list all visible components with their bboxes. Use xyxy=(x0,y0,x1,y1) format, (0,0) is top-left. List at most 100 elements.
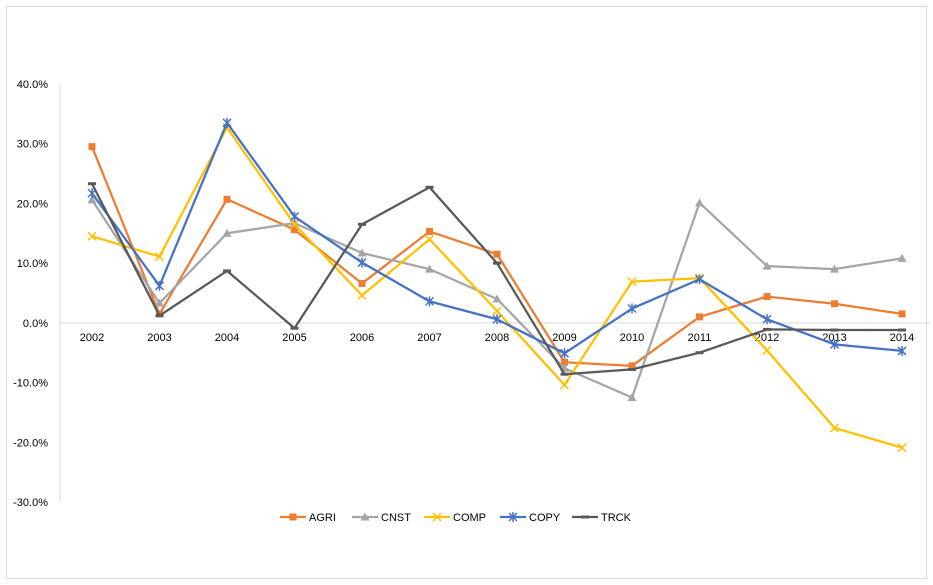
data-point xyxy=(763,327,771,331)
data-point xyxy=(87,231,97,241)
x-tick-label: 2008 xyxy=(485,332,509,344)
data-point xyxy=(492,306,502,316)
data-point xyxy=(223,269,231,273)
data-point xyxy=(88,182,96,186)
data-point xyxy=(357,248,367,257)
series-trck xyxy=(88,182,906,376)
x-tick-label: 2007 xyxy=(417,332,441,344)
data-point xyxy=(762,345,772,355)
axes xyxy=(59,84,930,502)
legend: AGRI CNST COMP COPY TRCK xyxy=(280,512,632,524)
data-point xyxy=(492,314,502,325)
data-point xyxy=(897,253,907,262)
data-point xyxy=(898,310,906,318)
data-point xyxy=(831,300,838,308)
data-point xyxy=(559,348,570,359)
data-point xyxy=(763,293,771,301)
data-point xyxy=(432,512,442,522)
data-point xyxy=(696,313,703,321)
data-point xyxy=(360,512,370,521)
data-point xyxy=(695,198,704,207)
data-point xyxy=(560,372,569,376)
legend-item-trck: TRCK xyxy=(572,512,632,524)
data-point xyxy=(155,314,164,318)
x-tick-label: 2004 xyxy=(215,332,239,344)
data-point xyxy=(88,143,96,151)
data-point xyxy=(898,328,906,332)
legend-label: CNST xyxy=(381,512,411,524)
data-point xyxy=(425,264,434,273)
data-point xyxy=(425,185,434,189)
data-point xyxy=(290,326,299,330)
legend-label: AGRI xyxy=(309,512,336,524)
data-point xyxy=(628,367,636,371)
y-tick-label: -30.0% xyxy=(13,497,48,509)
y-tick-label: 40.0% xyxy=(17,79,48,91)
data-point xyxy=(508,512,518,522)
y-tick-label: 10.0% xyxy=(17,258,48,270)
data-point xyxy=(561,358,568,366)
x-tick-label: 2012 xyxy=(755,332,779,344)
legend-label: TRCK xyxy=(601,512,632,524)
x-tick-label: 2009 xyxy=(552,332,576,344)
legend-item-copy: COPY xyxy=(500,512,561,524)
data-point xyxy=(762,314,772,325)
chart-area xyxy=(6,6,927,579)
data-point xyxy=(559,380,570,390)
legend-label: COPY xyxy=(529,512,561,524)
x-tick-label: 2002 xyxy=(80,332,104,344)
data-point xyxy=(291,226,298,234)
data-point xyxy=(357,257,367,268)
data-point xyxy=(762,261,772,270)
x-tick-label: 2006 xyxy=(350,332,374,344)
data-point xyxy=(426,227,433,235)
data-point xyxy=(223,195,231,203)
legend-label: COMP xyxy=(453,512,486,524)
data-point xyxy=(627,277,637,287)
data-point xyxy=(289,211,300,222)
x-tick-label: 2013 xyxy=(822,332,846,344)
x-tick-label: 2011 xyxy=(688,332,712,344)
data-point xyxy=(222,228,232,237)
data-point xyxy=(897,345,907,356)
data-point xyxy=(830,328,839,332)
data-point xyxy=(289,513,297,521)
data-point xyxy=(694,274,705,285)
data-point xyxy=(493,261,501,265)
y-tick-label: 0.0% xyxy=(23,318,48,330)
y-tick-label: 20.0% xyxy=(17,198,48,210)
data-point xyxy=(424,234,435,244)
legend-item-agri: AGRI xyxy=(280,512,336,524)
data-point xyxy=(358,279,366,287)
data-point xyxy=(627,303,637,314)
data-point xyxy=(492,294,502,303)
data-point xyxy=(627,393,637,401)
data-point xyxy=(154,252,165,262)
data-point xyxy=(897,443,907,453)
y-tick-label: 30.0% xyxy=(17,139,48,151)
data-point xyxy=(357,290,367,300)
data-point xyxy=(493,250,501,258)
data-point xyxy=(829,423,840,433)
data-point xyxy=(830,264,839,273)
y-tick-label: -10.0% xyxy=(13,378,48,390)
series-comp xyxy=(87,123,907,453)
legend-item-comp: COMP xyxy=(424,512,486,524)
x-axis-tick-labels: 2002 2003 2004 2005 2006 2007 2008 2009 2010 2011… xyxy=(80,332,914,344)
data-point xyxy=(829,339,840,350)
data-point xyxy=(358,222,366,226)
x-tick-label: 2010 xyxy=(620,332,644,344)
x-tick-label: 2003 xyxy=(147,332,171,344)
data-point xyxy=(155,298,164,307)
series-cnst xyxy=(87,195,907,401)
data-point xyxy=(424,296,435,307)
data-point xyxy=(289,219,300,229)
y-tick-label: -20.0% xyxy=(13,437,48,449)
y-axis-tick-labels: 40.0% 30.0% 20.0% 10.0% 0.0% -10.0% -20.0% -30.… xyxy=(13,79,48,509)
x-tick-label: 2014 xyxy=(890,332,914,344)
series-line xyxy=(90,183,902,376)
series-line xyxy=(91,126,903,449)
data-point xyxy=(87,195,97,204)
x-tick-label: 2005 xyxy=(282,332,306,344)
legend-item-cnst: CNST xyxy=(352,512,411,524)
